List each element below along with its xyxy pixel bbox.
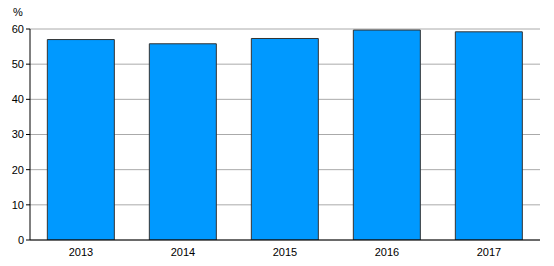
svg-text:60: 60 <box>12 23 24 35</box>
svg-text:2016: 2016 <box>375 246 399 258</box>
svg-text:2013: 2013 <box>69 246 93 258</box>
svg-text:10: 10 <box>12 199 24 211</box>
svg-text:2015: 2015 <box>273 246 297 258</box>
svg-text:2017: 2017 <box>477 246 501 258</box>
svg-text:0: 0 <box>18 234 24 246</box>
svg-text:2014: 2014 <box>171 246 195 258</box>
svg-text:20: 20 <box>12 164 24 176</box>
svg-text:40: 40 <box>12 93 24 105</box>
svg-text:30: 30 <box>12 128 24 140</box>
svg-text:50: 50 <box>12 58 24 70</box>
